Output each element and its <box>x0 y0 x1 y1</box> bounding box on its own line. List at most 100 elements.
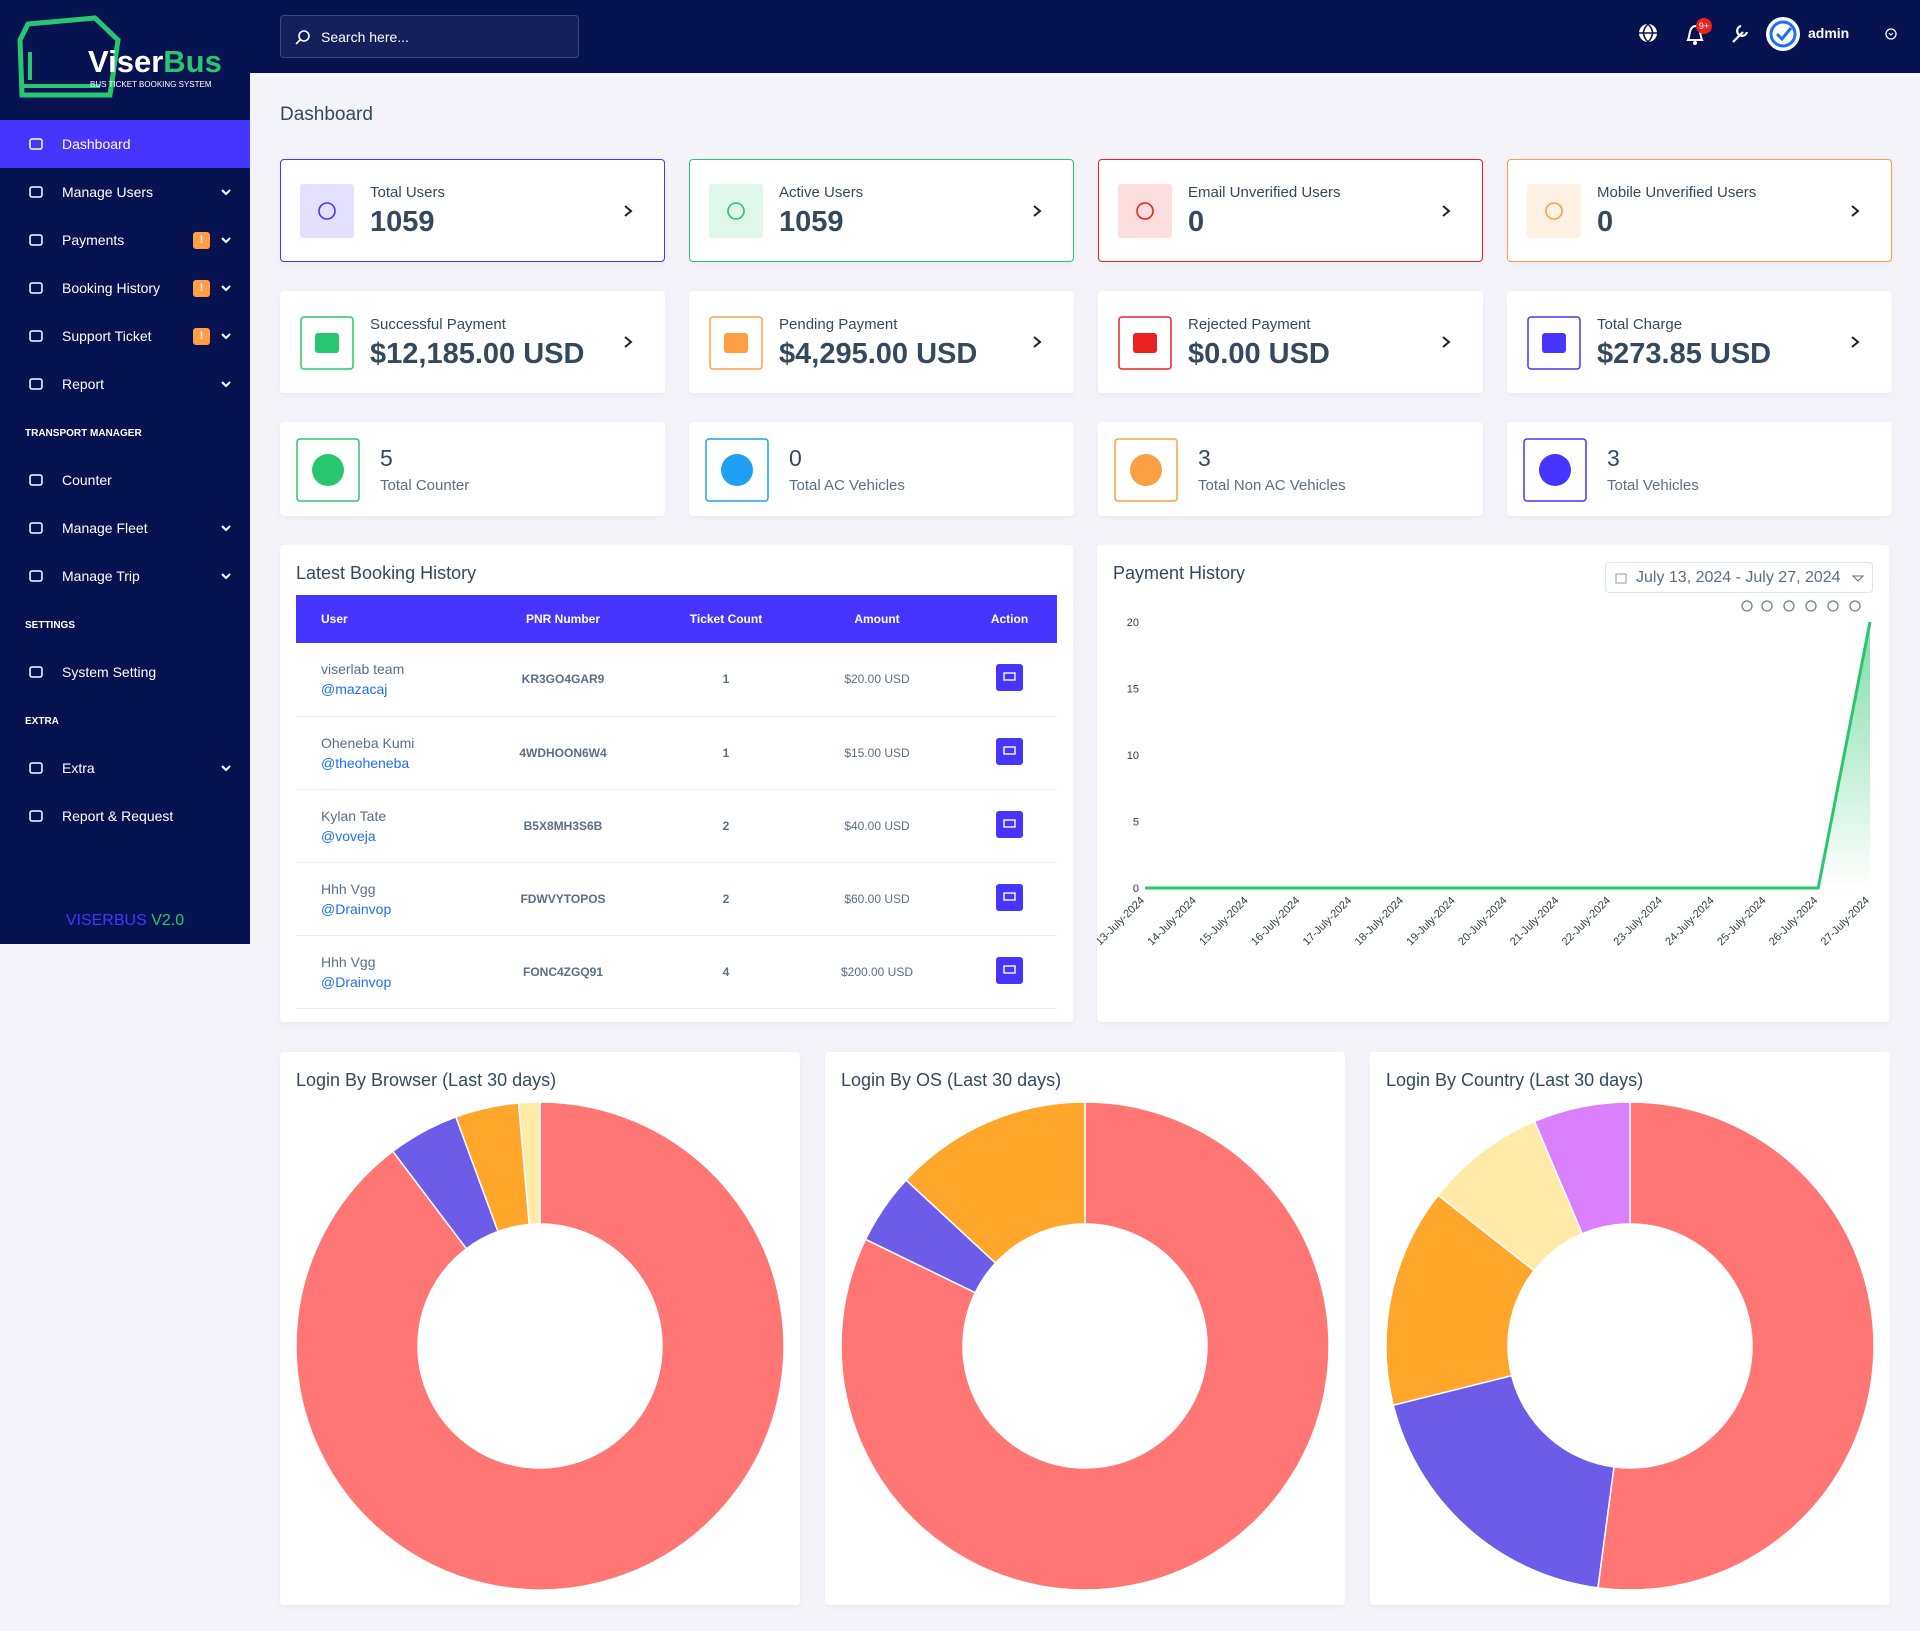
stat-icon <box>1523 438 1587 502</box>
nav-item[interactable]: Manage Fleet <box>0 504 250 552</box>
x-tick-label: 26-July-2024 <box>1767 895 1820 948</box>
nav-label: Support Ticket <box>62 328 152 344</box>
icon-shape <box>29 570 43 582</box>
toolbar-icon[interactable] <box>1741 600 1753 612</box>
login-chart-panel: Login By Browser (Last 30 days) <box>280 1052 800 1605</box>
user-handle[interactable]: @theoheneba <box>321 754 410 771</box>
nav-icon <box>29 522 43 534</box>
language-button[interactable] <box>1639 23 1657 44</box>
x-tick-label: 17-July-2024 <box>1301 895 1354 948</box>
profile-button[interactable]: admin <box>1766 17 1897 51</box>
icon-shape <box>29 186 43 198</box>
logo-text: ViserBus <box>88 44 222 79</box>
action-button[interactable] <box>996 810 1023 838</box>
icon-glyph <box>1133 333 1157 353</box>
user-name: viserlab team <box>321 661 405 678</box>
stat-card[interactable]: Email Unverified Users 0 <box>1098 159 1483 262</box>
donut-slice <box>1533 1101 1631 1235</box>
stat-card[interactable]: 3 Total Non AC Vehicles <box>1098 422 1483 516</box>
user-handle[interactable]: @mazacaj <box>321 681 388 698</box>
action-button[interactable] <box>996 737 1023 765</box>
x-tick-label: 27-July-2024 <box>1819 895 1872 948</box>
logo-bus <box>17 15 121 98</box>
notification-button[interactable]: 9+ <box>1686 18 1712 45</box>
button-glyph <box>1003 818 1016 828</box>
user-handle[interactable]: @Drainvop <box>321 900 392 917</box>
donut-slice <box>1597 1101 1875 1591</box>
stat-value: $12,185.00 USD <box>370 338 585 370</box>
arrow-shape <box>624 204 633 217</box>
stat-card[interactable]: Active Users 1059 <box>689 159 1074 262</box>
stat-card[interactable]: Successful Payment $12,185.00 USD <box>280 291 665 393</box>
logo-bus-detail <box>20 52 100 88</box>
toolbar-icon[interactable] <box>1805 600 1817 612</box>
arrow-shape <box>1033 204 1042 217</box>
search-box[interactable]: Search here... <box>280 15 579 58</box>
stat-label: Total AC Vehicles <box>789 477 905 494</box>
page-title: Dashboard <box>280 104 373 125</box>
toolbar-icon[interactable] <box>1849 600 1861 612</box>
stat-card[interactable]: Rejected Payment $0.00 USD <box>1098 291 1483 393</box>
stat-card[interactable]: Mobile Unverified Users 0 <box>1507 159 1892 262</box>
x-tick-label: 18-July-2024 <box>1353 895 1406 948</box>
settings-button[interactable] <box>1732 24 1749 43</box>
stat-card[interactable]: 0 Total AC Vehicles <box>689 422 1074 516</box>
stat-card[interactable]: Pending Payment $4,295.00 USD <box>689 291 1074 393</box>
stat-value: 3 <box>1198 445 1211 471</box>
nav-item[interactable]: Manage Users <box>0 168 250 216</box>
notification-badge <box>1696 18 1712 34</box>
stat-label: Rejected Payment <box>1188 316 1311 333</box>
nav-badge: ! <box>193 279 210 297</box>
stat-card[interactable]: Total Users 1059 <box>280 159 665 262</box>
nav-item[interactable]: Payments! <box>0 216 250 264</box>
nav-item[interactable]: Report & Request <box>0 792 250 840</box>
toolbar-icon[interactable] <box>1827 600 1839 612</box>
username: admin <box>1808 25 1849 41</box>
payment-chart: 0 5 10 15 20 13-July-202414-July-202415-July-… <box>1097 600 1872 948</box>
logo-suffix: Bus <box>163 44 222 79</box>
icon-border <box>1118 316 1172 370</box>
pnr-cell: 4WDHOON6W4 <box>466 716 660 790</box>
dropdown-caret <box>221 573 231 580</box>
table-row: Oheneba Kumi @theoheneba 4WDHOON6W4 1 $15.00… <box>296 716 1057 790</box>
nav-item[interactable]: Manage Trip <box>0 552 250 600</box>
nav-item[interactable]: Extra <box>0 744 250 792</box>
stat-icon <box>1118 184 1172 238</box>
stat-card[interactable]: 3 Total Vehicles <box>1507 422 1892 516</box>
icon-shape <box>29 282 43 294</box>
stat-card[interactable]: 5 Total Counter <box>280 422 665 516</box>
donut-slice <box>295 1101 785 1591</box>
user-handle[interactable]: @voveja <box>321 827 376 844</box>
booking-history-panel: Latest Booking History User PNR Number Tic… <box>280 545 1073 1022</box>
toolbar-icon[interactable] <box>1761 600 1773 612</box>
dropdown-caret <box>221 765 231 772</box>
user-handle[interactable]: @Drainvop <box>321 973 392 990</box>
toolbar-icon[interactable] <box>1783 600 1795 612</box>
stat-card[interactable]: Total Charge $273.85 USD <box>1507 291 1892 393</box>
icon-shape <box>29 474 43 486</box>
x-tick-label: 23-July-2024 <box>1612 895 1665 948</box>
stat-value: 0 <box>1597 206 1614 238</box>
nav-label: Manage Fleet <box>62 520 148 536</box>
pnr-cell: KR3GO4GAR9 <box>466 643 660 717</box>
nav-item[interactable]: Counter <box>0 456 250 504</box>
x-tick-label: 20-July-2024 <box>1456 895 1509 948</box>
icon-glyph <box>1542 333 1566 353</box>
action-button[interactable] <box>996 664 1023 692</box>
nav-item[interactable]: Support Ticket! <box>0 312 250 360</box>
nav-item[interactable]: Dashboard <box>0 120 250 168</box>
date-range-picker[interactable]: July 13, 2024 - July 27, 2024 <box>1605 562 1873 593</box>
caret-shape <box>221 765 231 772</box>
table-header: User PNR Number Ticket Count Amount Action <box>296 595 1057 643</box>
icon-glyph <box>318 202 336 220</box>
nav-icon <box>29 234 43 246</box>
nav-item[interactable]: Booking History! <box>0 264 250 312</box>
nav-item[interactable]: System Setting <box>0 648 250 696</box>
action-button[interactable] <box>996 883 1023 911</box>
y-tick-label: 20 <box>1127 617 1139 629</box>
icon-shape <box>29 138 43 150</box>
nav-item[interactable]: Report <box>0 360 250 408</box>
button-glyph <box>1003 891 1016 901</box>
action-button[interactable] <box>996 956 1023 984</box>
amount-cell: $200.00 USD <box>792 935 962 1009</box>
